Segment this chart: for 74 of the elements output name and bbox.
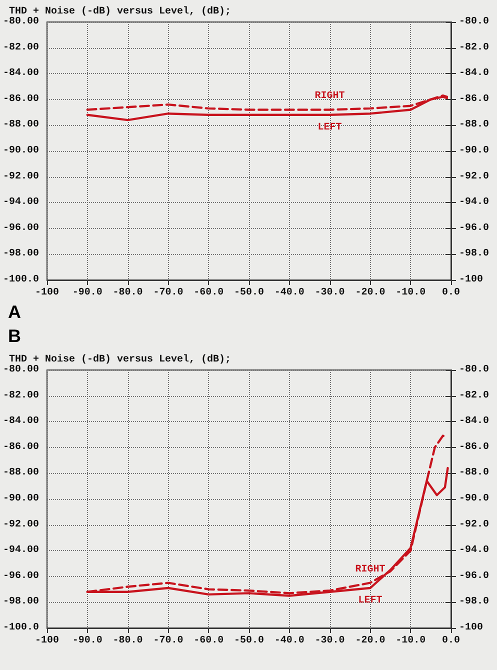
y-tick-label: -82.00 (2, 42, 40, 54)
y-tick-label: -82.00 (2, 390, 40, 402)
y-tick-label: -84.00 (2, 68, 40, 80)
x-tick-label: -10.0 (396, 636, 426, 646)
y-tick-label: -98.00 (2, 596, 40, 608)
y-tick-label: -96.00 (2, 570, 40, 582)
y-tick-label: -88.00 (2, 468, 40, 479)
y2-tick-label: -80.0 (459, 16, 490, 28)
y2-tick-label: -90.0 (459, 146, 490, 156)
y-tick-label: -100.0 (2, 622, 40, 634)
x-tick-label: -100 (35, 288, 60, 298)
x-tick-label: -50.0 (234, 288, 264, 298)
chart-title: THD + Noise (-dB) versus Level, (dB); (9, 6, 232, 18)
x-tick-label: 0.0 (442, 636, 460, 646)
y2-tick-label: -96.0 (459, 570, 490, 582)
series-label: RIGHT (355, 564, 386, 576)
y-tick-label: -94.00 (2, 545, 40, 556)
x-tick-label: -40.0 (274, 636, 304, 646)
y2-tick-label: -98.0 (459, 596, 490, 608)
y2-tick-label: -94.0 (459, 545, 490, 556)
x-tick-label: -90.0 (72, 636, 102, 646)
y2-tick-label: -84.0 (459, 416, 490, 428)
x-tick-label: -30.0 (314, 288, 345, 298)
y-tick-label: -88.00 (2, 120, 40, 131)
y2-tick-label: -84.0 (459, 68, 490, 80)
y-tick-label: -90.00 (2, 494, 40, 504)
x-tick-label: -30.0 (314, 636, 345, 646)
x-tick-label: -100 (35, 636, 60, 646)
text: A (8, 302, 21, 322)
y2-tick-label: -82.0 (459, 42, 490, 54)
x-tick-label: -80.0 (112, 288, 143, 298)
y-tick-label: -92.00 (2, 171, 40, 182)
y-tick-label: -84.00 (2, 416, 40, 428)
y2-tick-label: -94.0 (459, 197, 490, 208)
y2-tick-label: -82.0 (459, 390, 490, 402)
x-tick-label: -90.0 (72, 288, 102, 298)
y-tick-label: -86.00 (2, 94, 40, 105)
y2-tick-label: -100 (459, 622, 484, 634)
x-tick-label: -80.0 (112, 636, 143, 646)
x-tick-label: -60.0 (194, 636, 224, 646)
y2-tick-label: -100 (459, 274, 484, 286)
x-tick-label: -10.0 (396, 288, 426, 298)
chart-title: THD + Noise (-dB) versus Level, (dB); (9, 354, 232, 366)
y2-tick-label: -88.0 (459, 120, 490, 131)
series-label: LEFT (318, 122, 342, 134)
series-label: RIGHT (314, 91, 345, 102)
y2-tick-label: -96.0 (459, 222, 490, 234)
y-tick-label: -86.00 (2, 442, 40, 453)
y-tick-label: -96.00 (2, 222, 40, 234)
x-tick-label: -60.0 (194, 288, 224, 298)
series-label: LEFT (358, 596, 382, 607)
x-tick-label: -40.0 (274, 288, 304, 298)
y-tick-label: -90.00 (2, 146, 40, 156)
y2-tick-label: -86.0 (459, 442, 490, 453)
x-tick-label: -70.0 (153, 636, 184, 646)
x-tick-label: -70.0 (153, 288, 184, 298)
y-tick-label: -80.00 (2, 16, 40, 28)
y2-tick-label: -92.0 (459, 519, 490, 530)
y2-tick-label: -98.0 (459, 248, 490, 260)
x-tick-label: 0.0 (442, 288, 460, 298)
y-tick-label: -94.00 (2, 197, 40, 208)
y2-tick-label: -88.0 (459, 468, 490, 479)
y2-tick-label: -90.0 (459, 494, 490, 504)
y-tick-label: -92.00 (2, 519, 40, 530)
y-tick-label: -98.00 (2, 248, 40, 260)
y2-tick-label: -86.0 (459, 94, 490, 105)
y-tick-label: -80.00 (2, 364, 40, 376)
text: B (8, 326, 21, 346)
y2-tick-label: -80.0 (459, 364, 490, 376)
y-tick-label: -100.0 (2, 274, 40, 286)
x-tick-label: -50.0 (234, 636, 264, 646)
y2-tick-label: -92.0 (459, 171, 490, 182)
x-tick-label: -20.0 (355, 288, 386, 298)
x-tick-label: -20.0 (355, 636, 386, 646)
